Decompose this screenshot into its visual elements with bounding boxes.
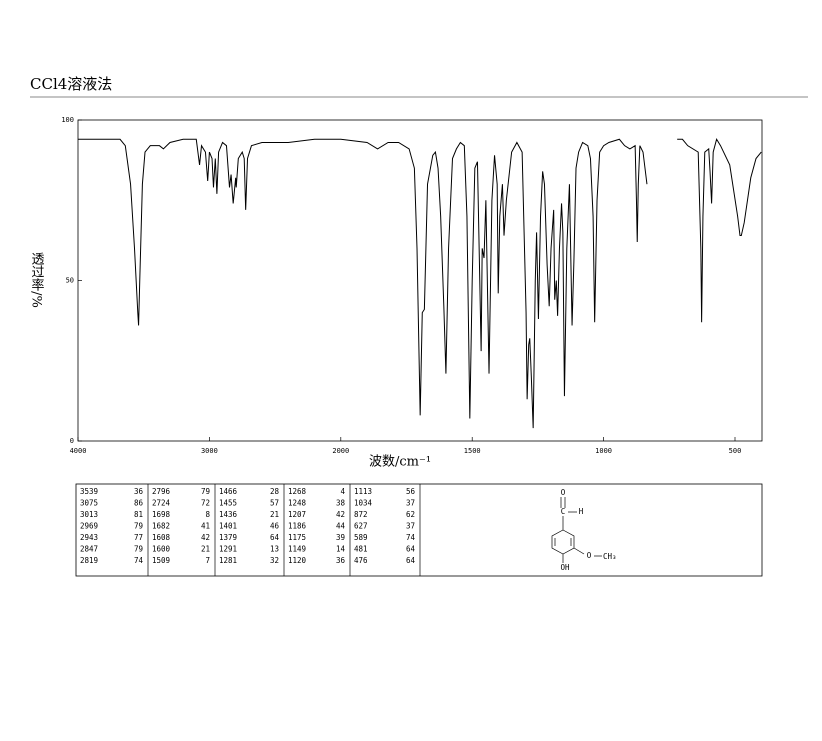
chart-title: CCl4溶液法	[30, 75, 112, 93]
transmittance-cell: 77	[134, 533, 143, 542]
wavenumber-cell: 3539	[80, 487, 98, 496]
structure-drawing	[551, 497, 602, 563]
transmittance-cell: 46	[270, 522, 280, 531]
transmittance-cell: 86	[134, 499, 144, 508]
transmittance-cell: 74	[134, 556, 144, 565]
x-tick-label: 500	[729, 447, 742, 455]
transmittance-cell: 62	[406, 510, 415, 519]
wavenumber-cell: 1268	[288, 487, 307, 496]
atom-label: O	[561, 488, 566, 497]
x-tick-label: 1500	[464, 447, 481, 455]
transmittance-cell: 42	[201, 533, 210, 542]
wavenumber-cell: 2969	[80, 522, 98, 531]
y-tick-label: 100	[61, 116, 74, 124]
transmittance-cell: 21	[270, 510, 279, 519]
wavenumber-cell: 1034	[354, 499, 373, 508]
transmittance-cell: 79	[134, 522, 143, 531]
wavenumber-cell: 1466	[219, 487, 238, 496]
spectrum-line	[78, 138, 762, 429]
transmittance-cell: 56	[406, 487, 416, 496]
wavenumber-cell: 1113	[354, 487, 372, 496]
wavenumber-cell: 627	[354, 522, 368, 531]
atom-label: OH	[560, 563, 570, 572]
table-frame	[75, 483, 763, 577]
wavenumber-cell: 2796	[152, 487, 171, 496]
y-axis-label: 透过率/%	[29, 252, 45, 308]
wavenumber-cell: 1608	[152, 533, 171, 542]
transmittance-cell: 21	[201, 545, 210, 554]
transmittance-cell: 36	[336, 556, 346, 565]
atom-label: CH₃	[603, 552, 617, 561]
x-tick-label: 1000	[595, 447, 612, 455]
transmittance-cell: 36	[134, 487, 144, 496]
wavenumber-cell: 1600	[152, 545, 171, 554]
wavenumber-cell: 1698	[152, 510, 171, 519]
wavenumber-cell: 1248	[288, 499, 307, 508]
transmittance-cell: 42	[336, 510, 345, 519]
transmittance-cell: 72	[201, 499, 210, 508]
wavenumber-cell: 1175	[288, 533, 306, 542]
transmittance-cell: 64	[406, 556, 416, 565]
wavenumber-cell: 1436	[219, 510, 238, 519]
transmittance-cell: 28	[270, 487, 280, 496]
wavenumber-cell: 2847	[80, 545, 98, 554]
wavenumber-cell: 2819	[80, 556, 98, 565]
wavenumber-cell: 1682	[152, 522, 170, 531]
transmittance-cell: 8	[205, 510, 210, 519]
transmittance-cell: 79	[201, 487, 210, 496]
y-tick-label: 50	[66, 277, 74, 285]
transmittance-cell: 32	[270, 556, 279, 565]
transmittance-cell: 37	[406, 522, 415, 531]
x-tick-label: 3000	[201, 447, 218, 455]
transmittance-cell: 74	[406, 533, 416, 542]
wavenumber-cell: 872	[354, 510, 368, 519]
transmittance-cell: 13	[270, 545, 279, 554]
y-tick-label: 0	[70, 437, 74, 445]
transmittance-cell: 64	[270, 533, 280, 542]
wavenumber-cell: 589	[354, 533, 368, 542]
x-tick-label: 4000	[70, 447, 87, 455]
transmittance-cell: 39	[336, 533, 345, 542]
transmittance-cell: 81	[134, 510, 143, 519]
transmittance-cell: 4	[340, 487, 345, 496]
transmittance-cell: 41	[201, 522, 210, 531]
wavenumber-cell: 1281	[219, 556, 237, 565]
wavenumber-cell: 1379	[219, 533, 237, 542]
wavenumber-cell: 1291	[219, 545, 237, 554]
x-axis-label: 波数/cm⁻¹	[369, 455, 431, 470]
wavenumber-cell: 1509	[152, 556, 170, 565]
wavenumber-cell: 476	[354, 556, 368, 565]
atom-label: O	[587, 551, 592, 560]
transmittance-cell: 38	[336, 499, 346, 508]
wavenumber-cell: 1149	[288, 545, 306, 554]
wavenumber-cell: 1207	[288, 510, 306, 519]
x-tick-label: 2000	[332, 447, 349, 455]
wavenumber-cell: 2724	[152, 499, 171, 508]
transmittance-cell: 14	[336, 545, 346, 554]
transmittance-cell: 37	[406, 499, 415, 508]
transmittance-cell: 64	[406, 545, 416, 554]
wavenumber-cell: 3013	[80, 510, 98, 519]
transmittance-cell: 7	[205, 556, 210, 565]
atom-label: C	[561, 507, 566, 516]
transmittance-cell: 79	[134, 545, 143, 554]
wavenumber-cell: 1455	[219, 499, 237, 508]
wavenumber-cell: 2943	[80, 533, 98, 542]
wavenumber-cell: 1120	[288, 556, 307, 565]
transmittance-cell: 57	[270, 499, 279, 508]
wavenumber-cell: 1186	[288, 522, 307, 531]
wavenumber-cell: 481	[354, 545, 368, 554]
wavenumber-cell: 3075	[80, 499, 98, 508]
atom-label: H	[579, 507, 584, 516]
wavenumber-cell: 1401	[219, 522, 237, 531]
transmittance-cell: 44	[336, 522, 346, 531]
